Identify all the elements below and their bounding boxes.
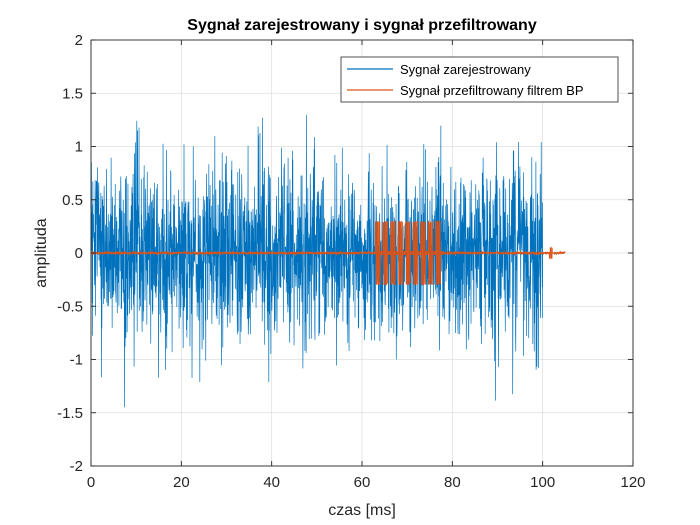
y-tick-label-8: 2 bbox=[75, 32, 83, 49]
x-tick-label-3: 60 bbox=[354, 474, 371, 491]
ticks-layer: 0 20 40 60 80 100 120 -2 -1.5 -1 -0.5 0 0.5 1 1.5 2 bbox=[57, 32, 645, 491]
y-tick-label-3: -0.5 bbox=[57, 298, 83, 315]
x-tick-label-1: 20 bbox=[173, 474, 190, 491]
y-tick-label-0: -2 bbox=[70, 458, 83, 475]
y-tick-label-4: 0 bbox=[75, 245, 83, 262]
x-tick-label-4: 80 bbox=[444, 474, 461, 491]
y-tick-label-2: -1 bbox=[70, 352, 83, 369]
chart-title: Sygnał zarejestrowany i sygnał przefiltr… bbox=[187, 17, 537, 34]
x-tick-label-6: 120 bbox=[620, 474, 645, 491]
y-tick-label-5: 0.5 bbox=[62, 192, 83, 209]
y-tick-label-1: -1.5 bbox=[57, 405, 83, 422]
x-axis-title: czas [ms] bbox=[328, 502, 396, 519]
legend: Sygnał zarejestrowany Sygnał przefiltrow… bbox=[340, 56, 619, 103]
series-line-recorded bbox=[90, 115, 544, 408]
series-layer bbox=[90, 115, 566, 408]
y-axis-title: amplituda bbox=[33, 218, 50, 287]
x-tick-label-2: 40 bbox=[263, 474, 280, 491]
y-tick-label-6: 1 bbox=[75, 139, 83, 156]
legend-label-recorded: Sygnał zarejestrowany bbox=[400, 62, 531, 77]
legend-label-filtered: Sygnał przefiltrowany filtrem BP bbox=[400, 83, 584, 98]
y-tick-label-7: 1.5 bbox=[62, 85, 83, 102]
x-tick-label-5: 100 bbox=[530, 474, 555, 491]
legend-box bbox=[340, 56, 619, 103]
series-line-filtered bbox=[90, 219, 566, 287]
x-tick-label-0: 0 bbox=[87, 474, 95, 491]
